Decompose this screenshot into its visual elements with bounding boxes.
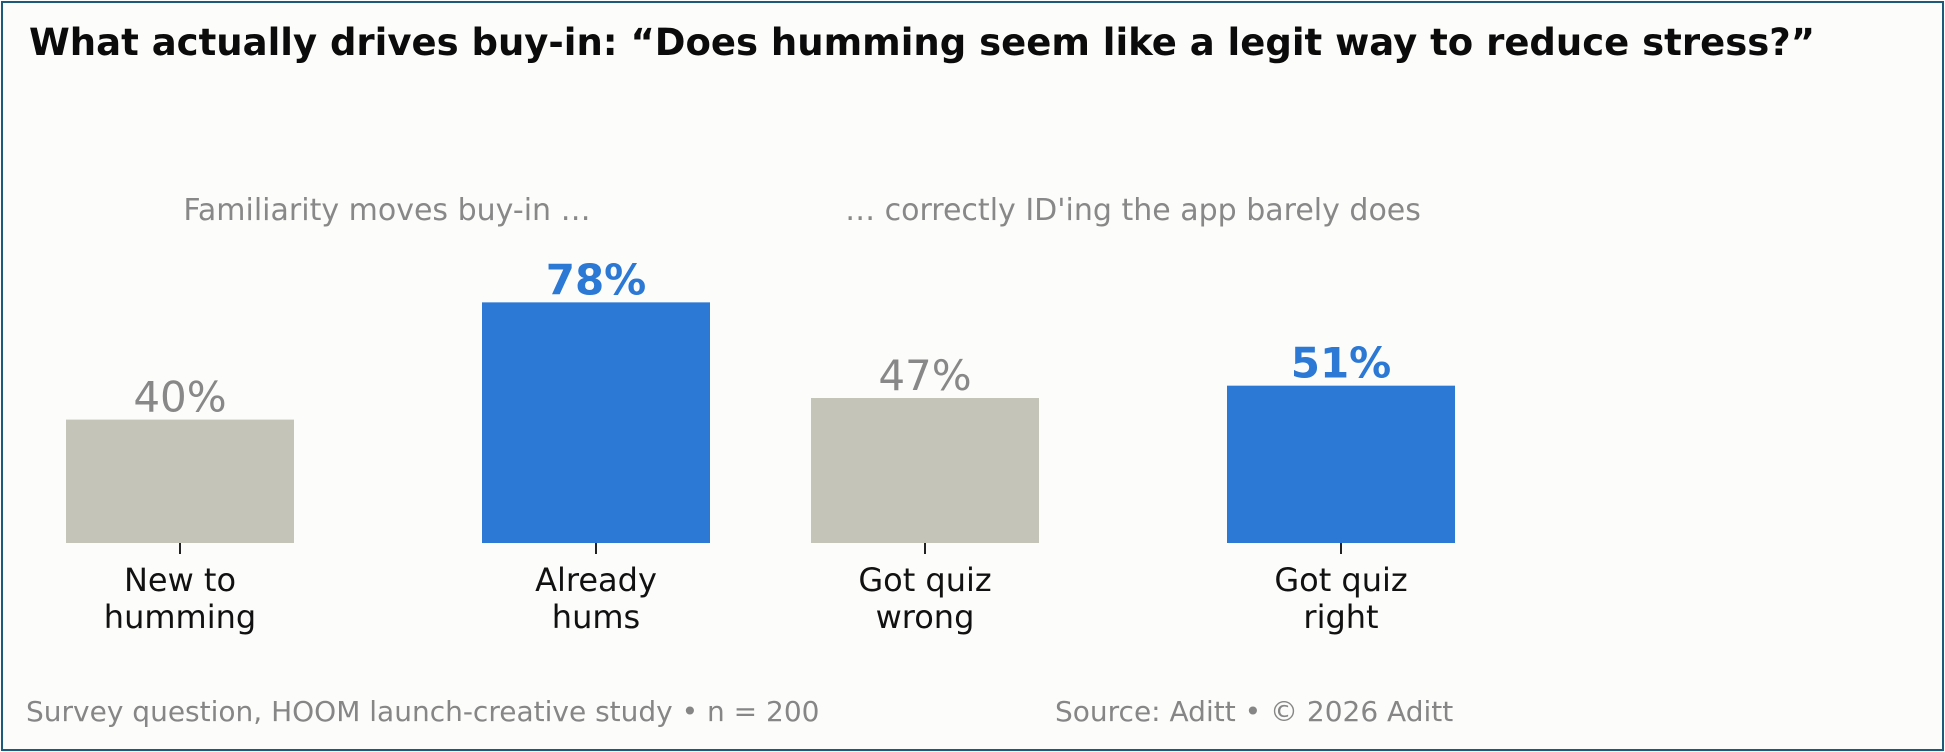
category-label-4: Got quiz right <box>1274 561 1407 636</box>
value-label-1: 40% <box>133 373 226 422</box>
value-label-3: 47% <box>878 351 971 400</box>
category-label-3: Got quiz wrong <box>858 561 991 636</box>
bar-3 <box>811 398 1039 543</box>
value-label-2: 78% <box>546 255 647 304</box>
category-label-line: humming <box>104 598 256 636</box>
category-label-line: wrong <box>876 598 975 636</box>
bar-2 <box>482 302 710 543</box>
annotation-1: Familiarity moves buy-in … <box>183 193 590 228</box>
footer-note: Survey question, HOOM launch-creative st… <box>26 695 820 728</box>
category-label-line: Already <box>535 561 657 599</box>
category-label-line: Got quiz <box>858 561 991 599</box>
bar-1 <box>66 419 294 543</box>
category-label-1: New to humming <box>104 561 256 636</box>
bar-4 <box>1227 385 1455 543</box>
category-label-line: hums <box>552 598 640 636</box>
value-label-4: 51% <box>1291 339 1392 388</box>
annotation-2: … correctly ID'ing the app barely does <box>845 193 1421 228</box>
chart-title: What actually drives buy-in: “Does hummi… <box>29 21 1816 64</box>
category-label-line: Got quiz <box>1274 561 1407 599</box>
category-label-line: right <box>1303 598 1378 636</box>
category-label-2: Already hums <box>535 561 657 636</box>
footer-source: Source: Aditt • © 2026 Aditt <box>1055 695 1454 728</box>
category-label-line: New to <box>124 561 236 599</box>
